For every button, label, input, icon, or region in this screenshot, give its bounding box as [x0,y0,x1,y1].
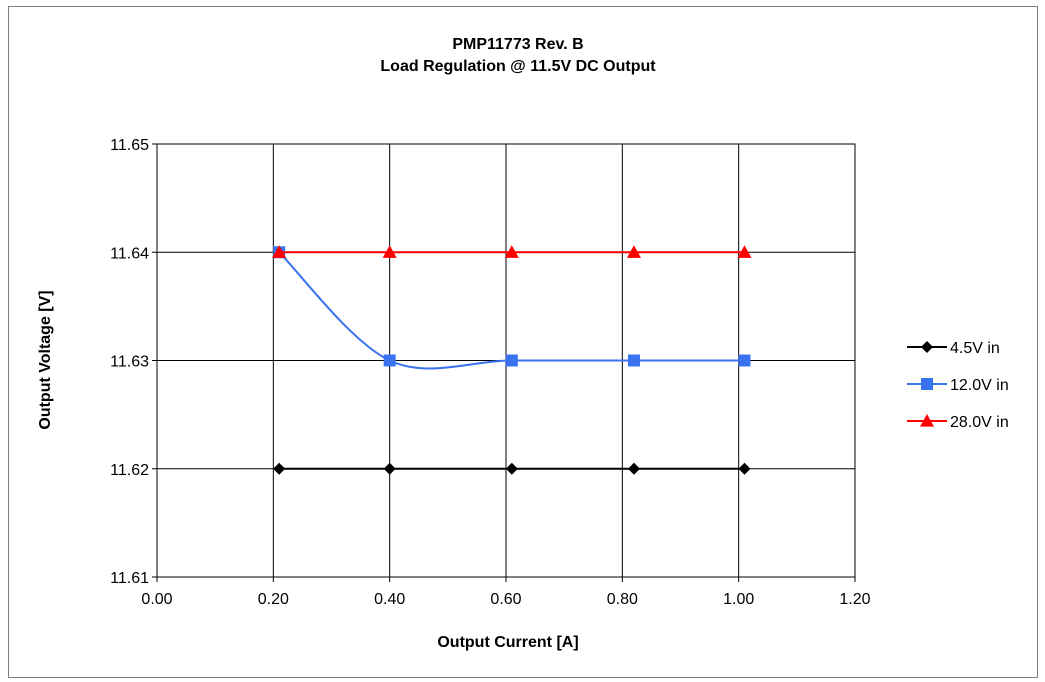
data-point [382,245,397,258]
data-point [627,354,640,367]
x-tick-label: 0.80 [607,591,638,608]
series-0 [273,462,751,475]
legend-entry: 28.0V in [907,414,1009,431]
x-tick-label: 1.20 [839,591,870,608]
x-tick-label: 0.40 [374,591,405,608]
x-tick-label: 0.00 [141,591,172,608]
y-tick-label: 11.65 [110,137,149,154]
x-tick-label: 1.00 [723,591,754,608]
legend-marker [921,378,933,390]
data-point [738,354,751,367]
y-tick-label: 11.63 [110,354,149,371]
legend-marker [921,341,933,353]
legend-marker [920,414,934,427]
y-axis-title: Output Voltage [V] [37,290,54,429]
x-axis-title: Output Current [A] [437,634,578,651]
data-point [627,462,640,475]
data-point [504,245,519,258]
y-axis-ticks: 11.61 11.62 11.63 11.64 11.65 [110,137,157,587]
y-tick-label: 11.61 [110,570,149,587]
y-tick-label: 11.64 [110,245,149,262]
data-point [505,462,518,475]
chart-subtitle: Load Regulation @ 11.5V DC Output [380,58,656,75]
x-tick-label: 0.20 [258,591,289,608]
series-2 [272,245,752,258]
data-point [383,462,396,475]
x-tick-label: 0.60 [490,591,521,608]
data-point [737,245,752,258]
legend-label: 28.0V in [950,414,1009,431]
series-layer [272,245,752,475]
y-tick-label: 11.62 [110,462,149,479]
legend-entry: 12.0V in [907,377,1009,394]
legend-label: 4.5V in [950,340,1000,357]
data-point [383,354,396,367]
data-point [272,245,287,258]
legend-label: 12.0V in [950,377,1009,394]
legend-entry: 4.5V in [907,340,1000,357]
data-point [505,354,518,367]
legend: 4.5V in 12.0V in 28.0V in [907,340,1009,431]
data-point [626,245,641,258]
chart-title: PMP11773 Rev. B [452,36,583,53]
data-point [738,462,751,475]
data-point [273,462,286,475]
x-axis-ticks: 0.00 0.20 0.40 0.60 0.80 1.00 1.20 [141,577,871,608]
